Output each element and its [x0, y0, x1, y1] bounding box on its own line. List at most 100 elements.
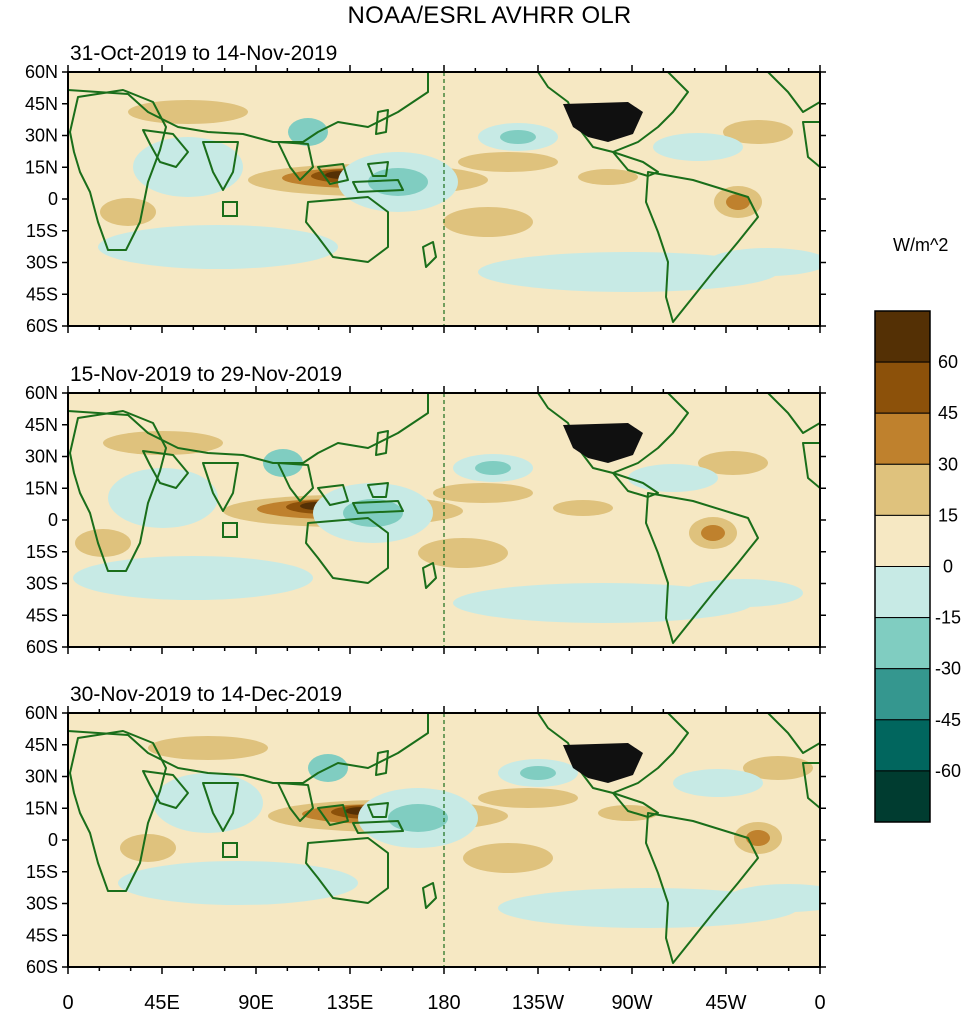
lat-tick-label: 45S	[26, 605, 58, 625]
region-box	[222, 842, 238, 858]
us-masked-region	[563, 102, 643, 142]
coastline	[277, 462, 314, 502]
colorbar-tick-label: 45	[938, 403, 958, 423]
lat-tick-label: 15N	[25, 798, 58, 818]
lat-tick-label: 45N	[25, 735, 58, 755]
coastline	[645, 492, 759, 644]
coastline	[142, 129, 189, 168]
colorbar-tick-label: 60	[938, 352, 958, 372]
lat-tick-label: 30N	[25, 447, 58, 467]
us-masked-region	[563, 423, 643, 463]
coastline	[202, 141, 239, 191]
lat-tick-label: 0	[48, 830, 58, 850]
colorbar-tick-label: 15	[938, 505, 958, 525]
coastline	[422, 241, 437, 268]
lat-tick-label: 30N	[25, 126, 58, 146]
colorbar: 60 45 30 15 0 -15 -30 -45 -60	[874, 310, 961, 823]
colorbar-tick-label: -45	[935, 710, 961, 730]
coastline	[537, 393, 689, 474]
lon-tick-label: 0	[814, 992, 825, 1014]
colorbar-swatch	[874, 463, 931, 516]
lon-tick-label: 90E	[238, 992, 274, 1014]
lat-tick-label: 60S	[26, 637, 58, 657]
panel-2-title: 15-Nov-2019 to 29-Nov-2019	[70, 363, 342, 386]
coastline	[375, 750, 389, 776]
map-panel-1: 60N 45N 30N 15N 0 15S 30S 45S 60S	[25, 62, 826, 336]
lon-tick-label: 45E	[144, 992, 180, 1014]
coastline	[277, 782, 314, 822]
lon-tick-label: 135E	[327, 992, 374, 1014]
lat-tick-label: 30N	[25, 767, 58, 787]
colorbar-tick-label: -60	[935, 761, 961, 781]
colorbar-swatch	[874, 617, 931, 670]
coastline	[612, 151, 659, 177]
coastline	[317, 484, 349, 506]
lat-tick-label: 15S	[26, 542, 58, 562]
coastline	[422, 562, 437, 589]
coastline	[367, 161, 389, 177]
region-box	[222, 522, 238, 538]
coastline	[767, 713, 820, 754]
colorbar-tick-label: 30	[938, 454, 958, 474]
coastline	[537, 72, 689, 153]
lat-tick-label: 60S	[26, 316, 58, 336]
coastline	[367, 482, 389, 498]
coastline	[68, 72, 429, 143]
colorbar-tick-label: -30	[935, 659, 961, 679]
coastline	[767, 393, 820, 434]
lat-tick-label: 30S	[26, 894, 58, 914]
lat-tick-label: 0	[48, 189, 58, 209]
coastline	[352, 500, 404, 514]
lat-tick-label: 15S	[26, 862, 58, 882]
coastline	[68, 393, 429, 464]
coastline	[375, 430, 389, 456]
lon-tick-label: 0	[62, 992, 73, 1014]
coastline	[202, 782, 239, 832]
coastline	[317, 804, 349, 826]
coastline	[142, 770, 189, 809]
colorbar-swatch	[874, 719, 931, 772]
colorbar-tick-label: -15	[935, 608, 961, 628]
colorbar-tick-label: 0	[943, 557, 953, 577]
lat-tick-label: 15S	[26, 221, 58, 241]
coastline	[537, 713, 689, 794]
lat-tick-label: 45N	[25, 94, 58, 114]
coastline	[802, 121, 820, 168]
map-panel-3: 60N 45N 30N 15N 0 15S 30S 45S 60S	[25, 703, 826, 977]
lat-tick-label: 15N	[25, 478, 58, 498]
coastline	[69, 730, 167, 892]
colorbar-swatch	[874, 514, 931, 568]
coastline	[802, 442, 820, 489]
coastline	[69, 89, 167, 251]
coastline	[802, 762, 820, 809]
region-box	[222, 201, 238, 217]
map-panel-2: 60N 45N 30N 15N 0 15S 30S 45S 60S	[25, 383, 826, 657]
lat-tick-label: 45S	[26, 284, 58, 304]
coastline	[317, 163, 349, 185]
lat-tick-label: 60N	[25, 383, 58, 403]
lon-tick-label: 45W	[705, 992, 746, 1014]
coastline	[277, 141, 314, 181]
panel-1-title: 31-Oct-2019 to 14-Nov-2019	[70, 42, 338, 65]
colorbar-unit-label: W/m^2	[893, 235, 949, 255]
colorbar-swatch	[874, 412, 931, 465]
panel-3-title: 30-Nov-2019 to 14-Dec-2019	[70, 683, 342, 706]
coastline	[767, 72, 820, 113]
colorbar-swatch	[874, 770, 931, 823]
us-masked-region	[563, 743, 643, 783]
colorbar-swatch	[874, 566, 931, 619]
coastline	[68, 713, 429, 784]
figure-title: NOAA/ESRL AVHRR OLR	[347, 2, 632, 29]
lat-tick-label: 45N	[25, 415, 58, 435]
lon-tick-label: 180	[427, 992, 460, 1014]
colorbar-swatch	[874, 361, 931, 414]
coastline	[375, 109, 389, 135]
coastline	[422, 882, 437, 909]
lat-tick-label: 45S	[26, 925, 58, 945]
coastline	[305, 837, 389, 904]
coastline	[367, 802, 389, 818]
coastline	[352, 179, 404, 193]
lat-tick-label: 15N	[25, 157, 58, 177]
coastline	[612, 792, 659, 818]
